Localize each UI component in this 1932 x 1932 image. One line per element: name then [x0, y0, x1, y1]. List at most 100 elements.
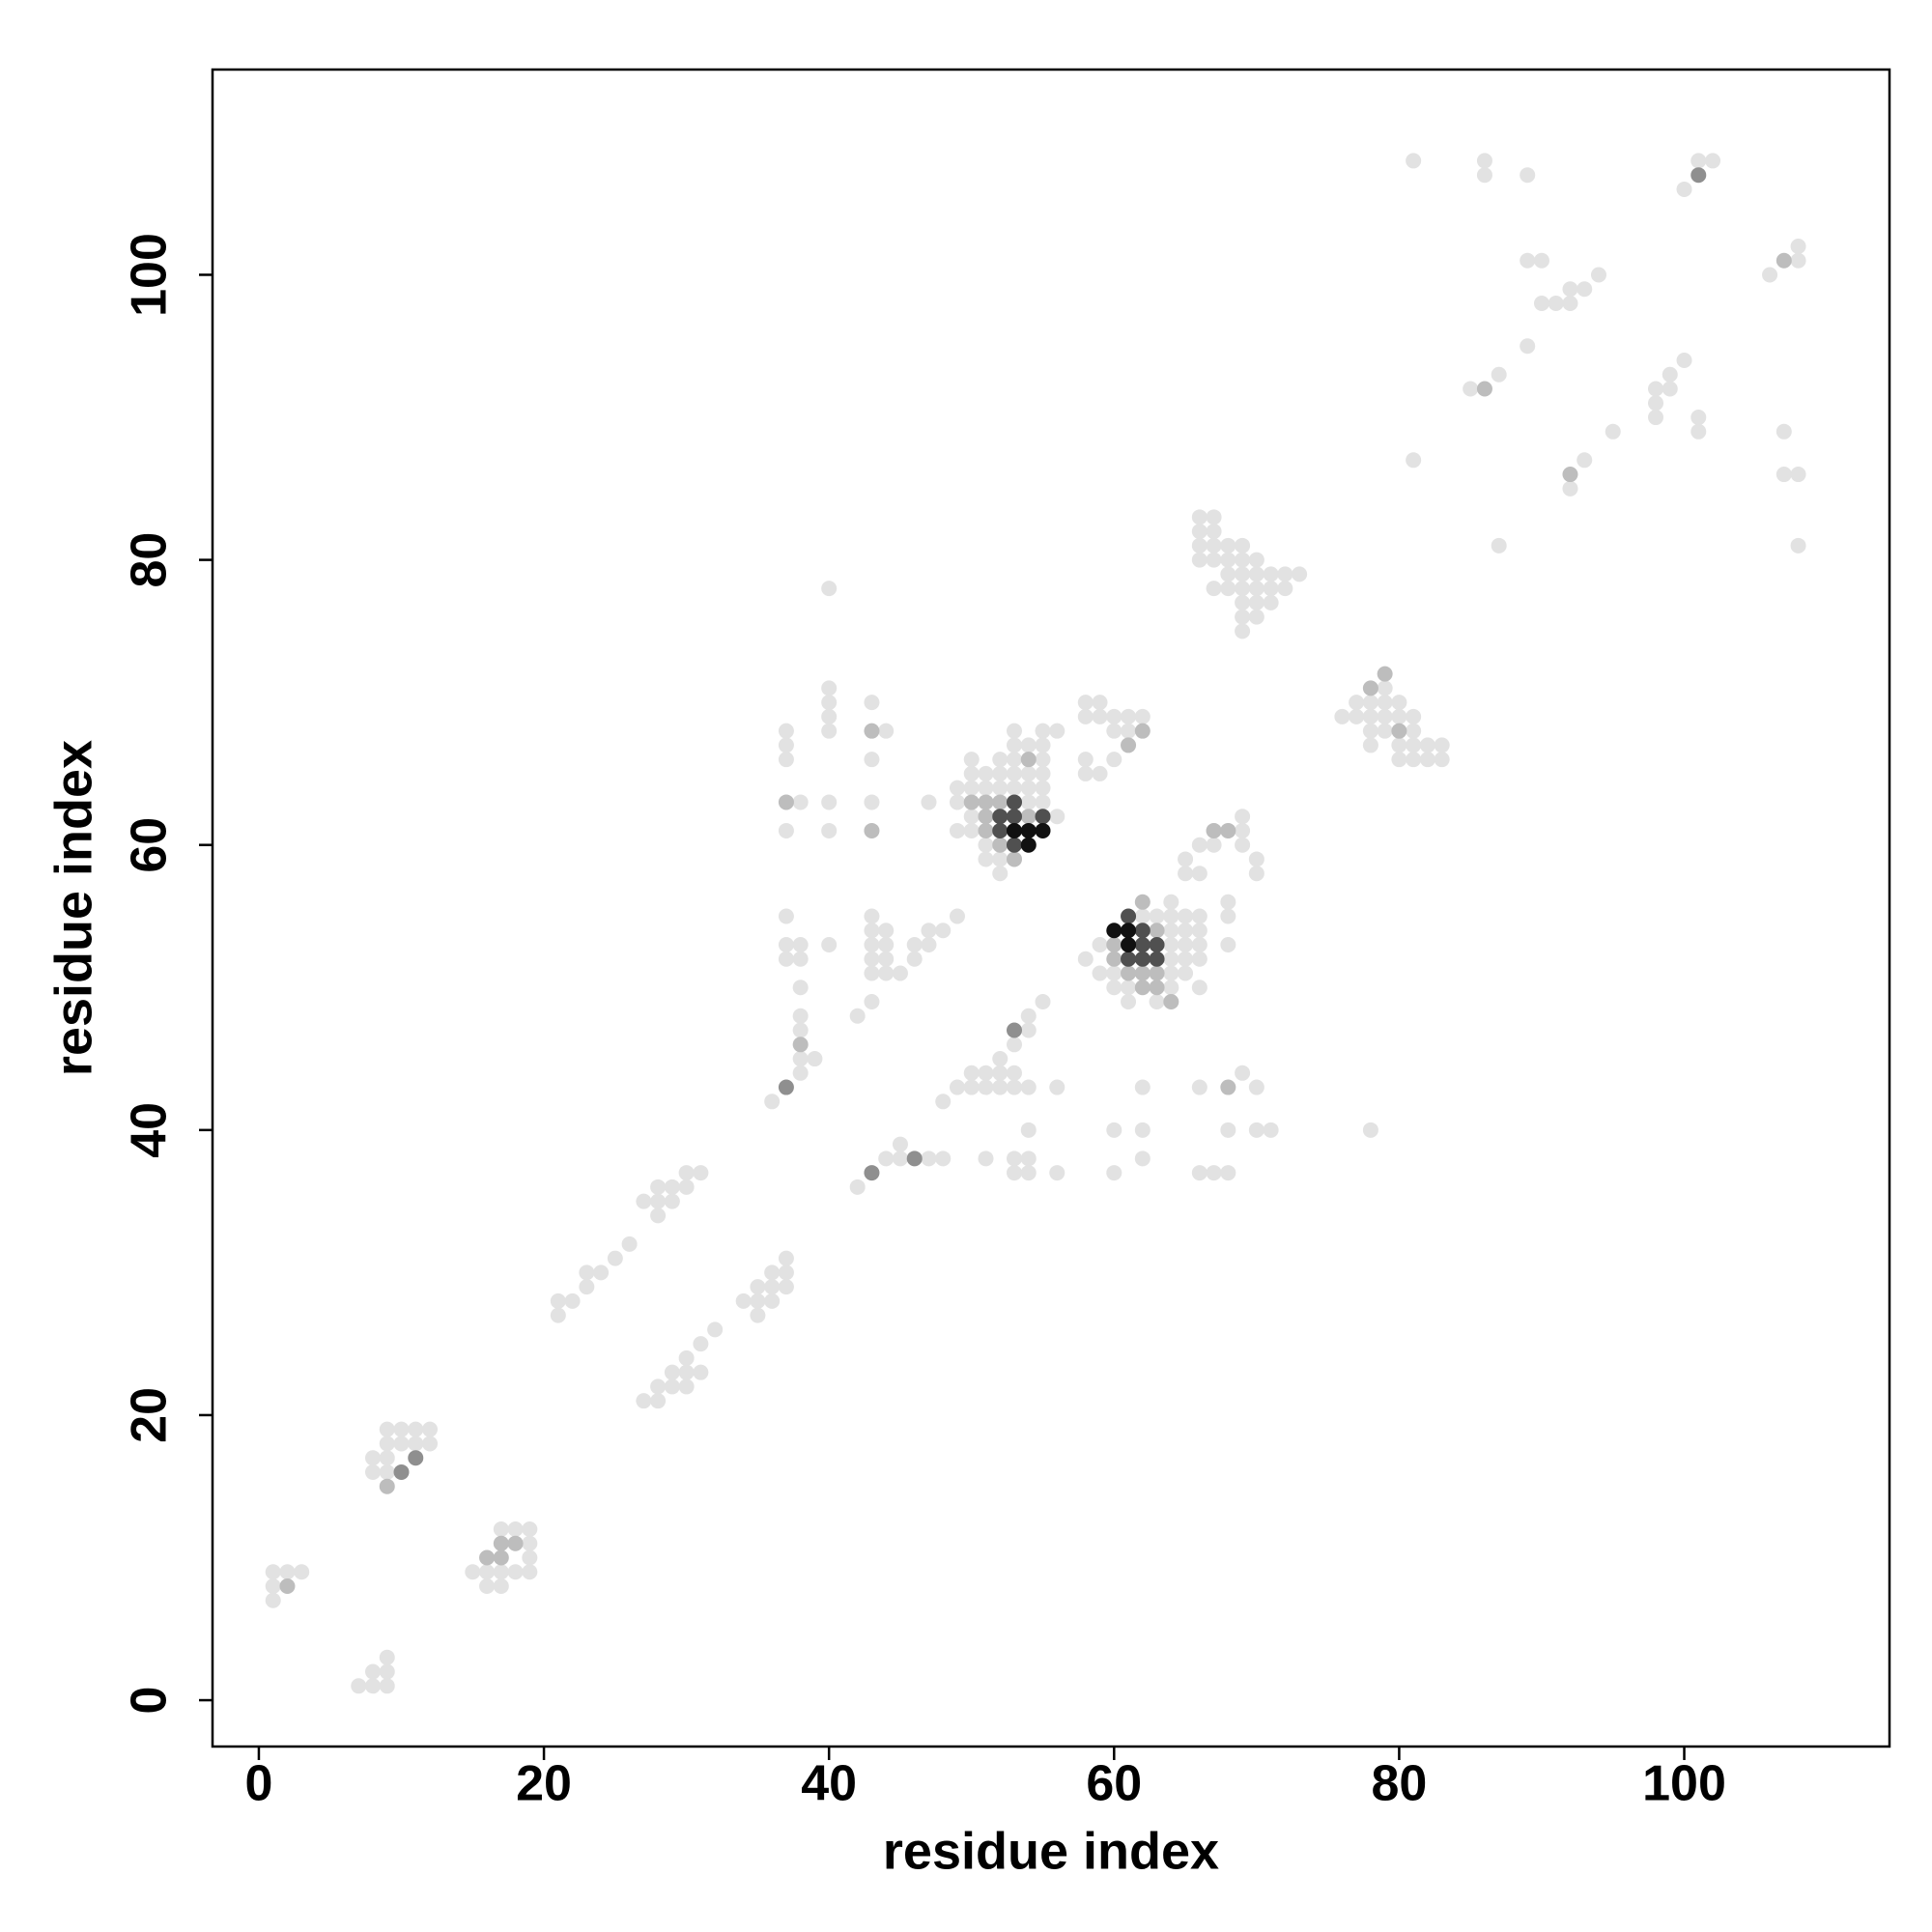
point: [1434, 752, 1450, 768]
point: [778, 908, 794, 924]
point: [978, 765, 994, 781]
point: [935, 1094, 952, 1110]
point: [1049, 1165, 1065, 1181]
point: [1020, 1165, 1037, 1181]
point: [1106, 936, 1122, 952]
point: [1149, 980, 1165, 996]
point: [1191, 1079, 1208, 1095]
point: [1406, 708, 1422, 724]
point: [1049, 1079, 1065, 1095]
y-axis-title: residue index: [44, 740, 102, 1076]
point: [279, 1577, 296, 1594]
point: [1334, 708, 1350, 724]
y-tick-label: 40: [122, 1102, 178, 1158]
point: [493, 1577, 509, 1594]
point: [1035, 752, 1051, 768]
point: [1235, 552, 1251, 568]
point: [1391, 752, 1407, 768]
point: [1178, 965, 1194, 981]
point: [678, 1350, 695, 1366]
point: [1163, 965, 1179, 981]
point: [1020, 1022, 1037, 1038]
point: [1121, 923, 1137, 939]
point: [992, 837, 1009, 853]
point: [1220, 822, 1236, 838]
point: [1191, 837, 1208, 853]
point: [1220, 537, 1236, 554]
point: [265, 1577, 281, 1594]
point: [792, 1051, 809, 1067]
point: [1790, 537, 1806, 554]
point: [636, 1393, 652, 1409]
point: [992, 1051, 1009, 1067]
point: [1676, 181, 1692, 197]
point: [921, 923, 937, 939]
point: [1577, 452, 1593, 469]
point: [479, 1564, 496, 1580]
point: [1007, 794, 1023, 810]
point: [1434, 737, 1450, 753]
point: [949, 822, 965, 838]
point: [1263, 566, 1279, 582]
point: [1191, 537, 1208, 554]
point: [1020, 1122, 1037, 1138]
point: [821, 723, 838, 739]
point: [864, 723, 880, 739]
point: [1020, 765, 1037, 781]
point: [821, 680, 838, 696]
point: [1020, 794, 1037, 810]
point: [1705, 153, 1721, 169]
point: [778, 752, 794, 768]
point: [1149, 965, 1165, 981]
point: [1790, 467, 1806, 483]
point: [1220, 908, 1236, 924]
y-tick-label: 100: [122, 233, 178, 317]
x-tick-label: 60: [1086, 1756, 1142, 1812]
point: [750, 1293, 766, 1309]
point: [778, 822, 794, 838]
point: [864, 936, 880, 952]
point: [1662, 366, 1678, 383]
point: [864, 822, 880, 838]
point: [379, 1435, 395, 1452]
point: [921, 1151, 937, 1167]
point: [1106, 951, 1122, 967]
point: [1206, 581, 1222, 597]
point: [1149, 994, 1165, 1010]
point: [978, 1151, 994, 1167]
point: [465, 1564, 481, 1580]
point: [1406, 737, 1422, 753]
point: [1163, 951, 1179, 967]
point: [1690, 167, 1707, 184]
point: [1007, 1079, 1023, 1095]
point: [650, 1208, 667, 1224]
point: [564, 1293, 581, 1309]
point: [864, 908, 880, 924]
point: [1121, 737, 1137, 753]
point: [1134, 908, 1151, 924]
point: [664, 1179, 680, 1195]
point: [792, 951, 809, 967]
point: [1762, 267, 1778, 283]
point: [522, 1535, 538, 1551]
point: [422, 1435, 439, 1452]
point: [1590, 267, 1606, 283]
point: [507, 1520, 524, 1537]
point: [1362, 680, 1378, 696]
point: [792, 794, 809, 810]
point: [522, 1520, 538, 1537]
point: [479, 1549, 496, 1566]
point: [351, 1678, 367, 1694]
point: [978, 809, 994, 825]
point: [1020, 822, 1037, 838]
point: [1362, 695, 1378, 711]
point: [507, 1535, 524, 1551]
point: [1163, 908, 1179, 924]
point: [1121, 951, 1137, 967]
point: [1277, 566, 1293, 582]
point: [1248, 609, 1264, 625]
point: [693, 1165, 709, 1181]
point: [1220, 936, 1236, 952]
point: [935, 923, 952, 939]
point: [1092, 965, 1108, 981]
